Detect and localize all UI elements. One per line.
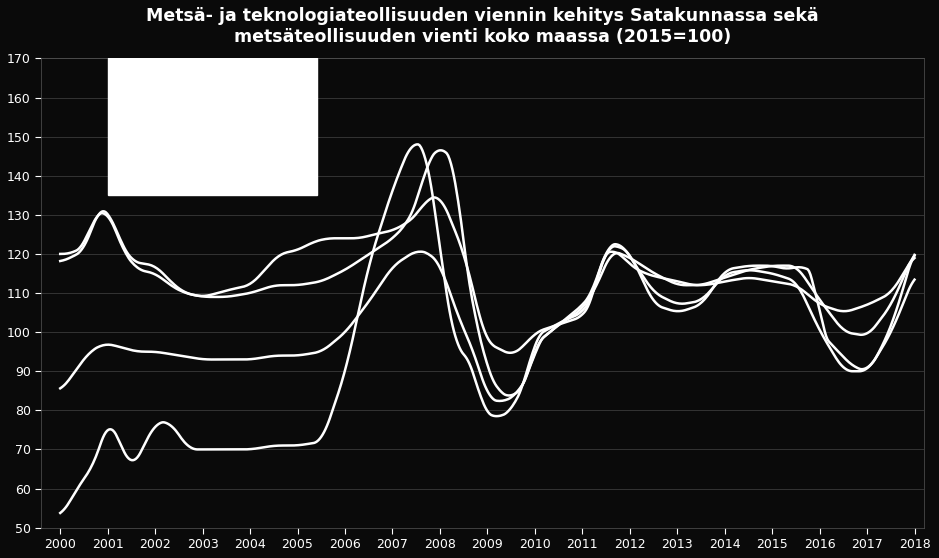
Title: Metsä- ja teknologiateollisuuden viennin kehitys Satakunnassa sekä
metsäteollisu: Metsä- ja teknologiateollisuuden viennin… — [146, 7, 819, 46]
Bar — [108, 59, 316, 195]
